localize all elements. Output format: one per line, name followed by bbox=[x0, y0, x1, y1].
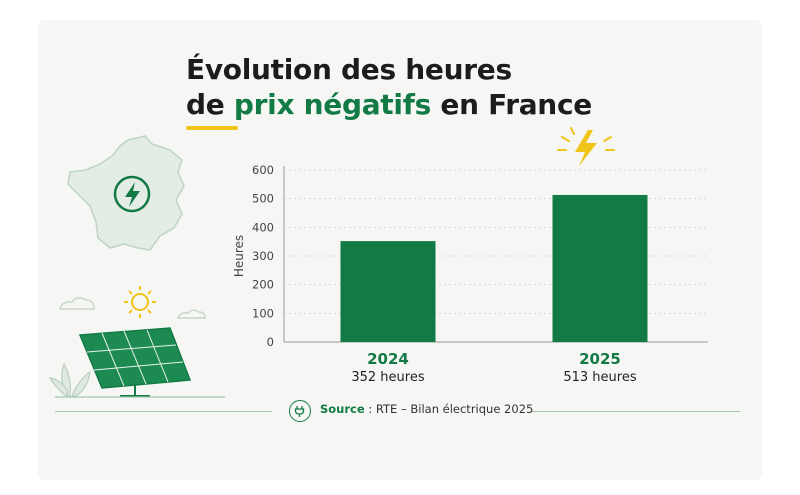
y-tick-label: 600 bbox=[252, 163, 274, 177]
y-tick-label: 200 bbox=[252, 278, 274, 292]
title-underline bbox=[186, 126, 238, 130]
x-category-2024: 2024 352 heures bbox=[328, 350, 448, 385]
france-map-icon bbox=[67, 135, 185, 251]
x-category-2025: 2025 513 heures bbox=[540, 350, 660, 385]
title-line-2-suffix: en France bbox=[430, 88, 592, 121]
data-label: 352 heures bbox=[351, 370, 425, 385]
source-text: RTE – Bilan électrique 2025 bbox=[375, 402, 534, 416]
x-tick-label: 2024 bbox=[367, 350, 409, 368]
x-tick-label: 2025 bbox=[579, 350, 621, 368]
page-title: Évolution des heures de prix négatifs en… bbox=[186, 52, 592, 122]
y-tick-label: 500 bbox=[252, 192, 274, 206]
divider-left bbox=[55, 411, 272, 412]
source-separator: : bbox=[364, 402, 376, 416]
y-tick-label: 0 bbox=[267, 335, 274, 349]
source-label: Source bbox=[320, 402, 365, 416]
plant-icon bbox=[48, 362, 91, 397]
bar-2024 bbox=[340, 241, 436, 342]
source-note: Source : RTE – Bilan électrique 2025 bbox=[320, 402, 533, 416]
title-line-1: Évolution des heures bbox=[186, 53, 512, 86]
solar-panel-icon bbox=[78, 327, 192, 397]
y-tick-label: 300 bbox=[252, 249, 274, 263]
plug-icon bbox=[289, 400, 311, 422]
divider-right bbox=[532, 411, 740, 412]
lightning-icon bbox=[113, 175, 151, 213]
y-axis-label: Heures bbox=[232, 235, 246, 277]
lightning-icon bbox=[557, 127, 615, 166]
sun-icon bbox=[124, 286, 156, 318]
y-tick-label: 100 bbox=[252, 306, 274, 320]
title-line-2-prefix: de bbox=[186, 88, 234, 121]
bar-2025 bbox=[552, 194, 648, 342]
cloud-icon bbox=[59, 297, 206, 319]
y-tick-label: 400 bbox=[252, 220, 274, 234]
title-accent: prix négatifs bbox=[233, 88, 431, 121]
data-label: 513 heures bbox=[563, 370, 637, 385]
